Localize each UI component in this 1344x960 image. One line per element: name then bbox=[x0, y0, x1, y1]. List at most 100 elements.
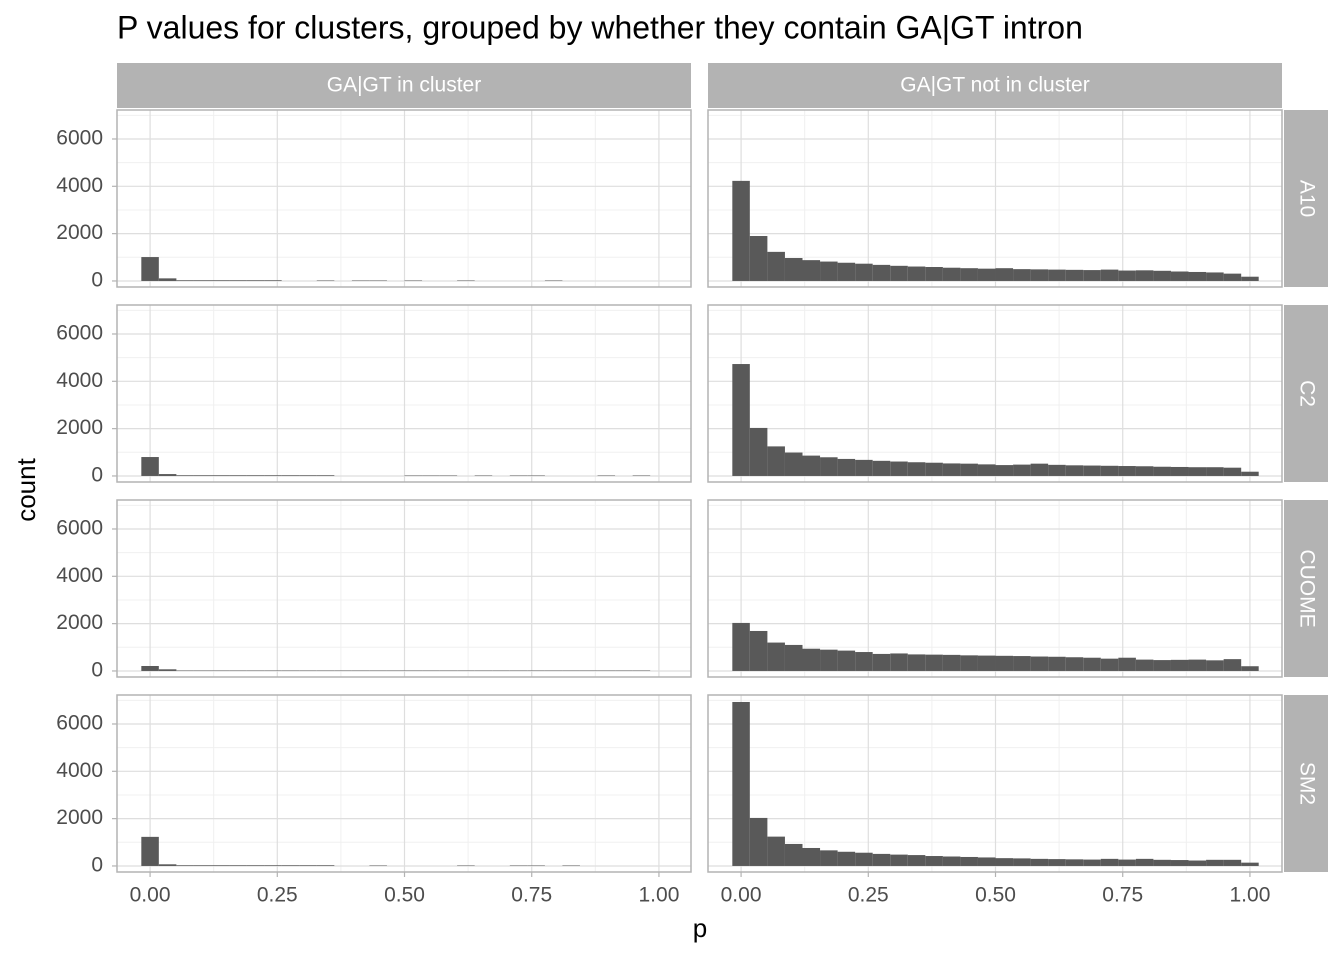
strip bbox=[708, 63, 1282, 108]
bar bbox=[264, 865, 282, 866]
bar bbox=[732, 364, 750, 476]
bar bbox=[767, 446, 785, 476]
bar bbox=[1065, 465, 1084, 476]
x-tick-label: 0.25 bbox=[848, 884, 889, 907]
bar bbox=[141, 457, 159, 476]
bar bbox=[1135, 270, 1154, 281]
bar bbox=[837, 262, 856, 281]
bar bbox=[995, 655, 1014, 671]
bar bbox=[837, 650, 856, 671]
strip-label: C2 bbox=[1295, 380, 1318, 407]
bar bbox=[229, 280, 247, 281]
bar bbox=[281, 865, 300, 866]
panel-border bbox=[116, 304, 692, 483]
bar bbox=[1188, 467, 1207, 476]
bar bbox=[1100, 858, 1119, 866]
bar bbox=[855, 852, 873, 866]
y-tick-label: 0 bbox=[91, 659, 103, 682]
bar bbox=[872, 853, 891, 866]
strip-label: SM2 bbox=[1295, 762, 1318, 805]
bar bbox=[837, 458, 856, 476]
y-tick-label: 4000 bbox=[56, 564, 103, 587]
bar bbox=[855, 263, 873, 281]
bar bbox=[141, 257, 159, 281]
bar bbox=[211, 280, 230, 281]
bar bbox=[1118, 657, 1136, 671]
bar bbox=[176, 280, 194, 281]
bar bbox=[1170, 466, 1189, 476]
x-tick-label: 1.00 bbox=[639, 884, 680, 907]
bar bbox=[1048, 656, 1066, 671]
bar bbox=[1083, 270, 1101, 281]
bar bbox=[158, 669, 177, 671]
bar bbox=[158, 474, 177, 476]
bar bbox=[1030, 463, 1049, 476]
bar bbox=[229, 475, 247, 476]
bar bbox=[316, 865, 335, 866]
bar bbox=[141, 836, 159, 866]
bar bbox=[316, 475, 335, 476]
panel-border bbox=[116, 109, 692, 288]
bar bbox=[767, 642, 785, 671]
bar bbox=[784, 258, 803, 281]
bar bbox=[1030, 656, 1049, 671]
bar bbox=[1100, 658, 1119, 671]
bar bbox=[246, 280, 265, 281]
y-tick-label: 0 bbox=[91, 854, 103, 877]
bar bbox=[1153, 660, 1171, 671]
bar bbox=[1223, 467, 1242, 476]
panel-border bbox=[707, 499, 1283, 678]
bar bbox=[1153, 859, 1171, 866]
bar bbox=[925, 654, 943, 671]
bar bbox=[767, 836, 785, 866]
y-tick-label: 4000 bbox=[56, 369, 103, 392]
bar bbox=[802, 648, 821, 671]
bar bbox=[784, 843, 803, 866]
bar bbox=[1170, 860, 1189, 866]
bar bbox=[1241, 471, 1259, 476]
bar bbox=[872, 653, 891, 671]
bar bbox=[193, 475, 212, 476]
bar bbox=[942, 267, 961, 281]
bar bbox=[995, 858, 1014, 866]
bar bbox=[820, 850, 838, 866]
bar bbox=[890, 653, 908, 671]
bar bbox=[925, 267, 943, 281]
bar bbox=[960, 655, 978, 671]
bar bbox=[855, 652, 873, 671]
strip-label: CUOME bbox=[1295, 549, 1318, 627]
bar bbox=[229, 865, 247, 866]
bar bbox=[193, 280, 212, 281]
x-tick-label: 0.75 bbox=[1102, 884, 1143, 907]
bar bbox=[1030, 858, 1049, 866]
bar bbox=[1013, 858, 1031, 866]
y-tick-label: 2000 bbox=[56, 416, 103, 439]
bar bbox=[802, 455, 821, 476]
bar bbox=[299, 865, 317, 866]
bar bbox=[767, 251, 785, 281]
bar bbox=[1013, 656, 1031, 671]
y-tick-label: 2000 bbox=[56, 806, 103, 829]
bar bbox=[1118, 270, 1136, 281]
bar bbox=[246, 865, 265, 866]
bar bbox=[1083, 657, 1101, 671]
bar bbox=[942, 654, 961, 671]
x-tick-label: 0.00 bbox=[721, 884, 762, 907]
bar bbox=[732, 180, 750, 281]
panel-border bbox=[707, 109, 1283, 288]
x-tick-label: 0.50 bbox=[384, 884, 425, 907]
y-tick-label: 6000 bbox=[56, 517, 103, 540]
bar bbox=[264, 475, 282, 476]
bar bbox=[749, 236, 768, 281]
bar bbox=[1188, 860, 1207, 866]
bar bbox=[1013, 464, 1031, 476]
bar bbox=[749, 630, 768, 671]
bar bbox=[907, 462, 926, 476]
bar bbox=[141, 665, 159, 671]
strip-label: GA|GT not in cluster bbox=[900, 74, 1089, 97]
bar bbox=[1241, 666, 1259, 671]
bar bbox=[820, 649, 838, 671]
panel-border bbox=[707, 304, 1283, 483]
bar bbox=[158, 864, 177, 866]
bar bbox=[732, 622, 750, 671]
